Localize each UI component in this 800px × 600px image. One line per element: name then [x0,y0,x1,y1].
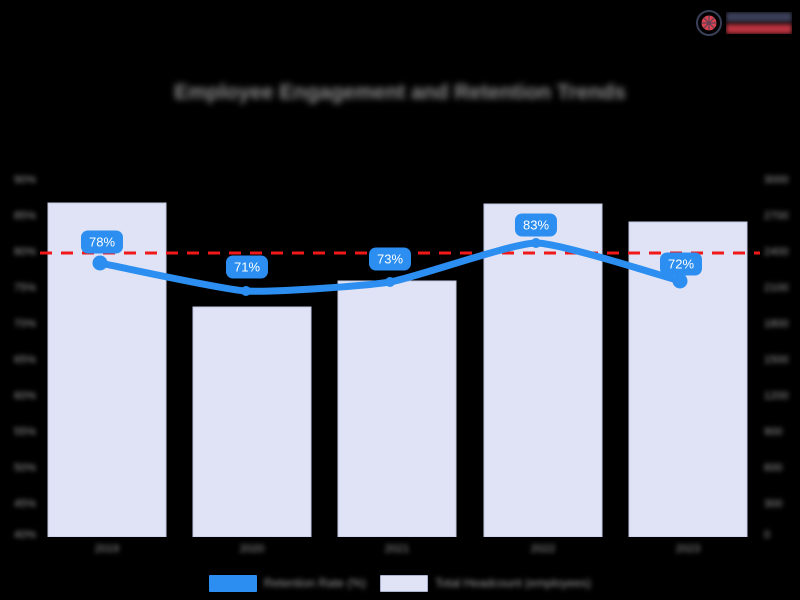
y-axis-right-tick-8: 600 [764,462,783,474]
y-axis-right-tick-2: 2400 [764,246,789,258]
y-axis-left-tick-3: 75% [13,282,36,294]
legend-swatch-line [208,574,257,592]
x-axis-label-2020: 2020 [239,543,265,555]
y-axis-right-tick-3: 2100 [764,282,789,294]
line-marker-2021[interactable] [385,277,395,287]
logo-wordmark-line-1: REDACTED [726,12,792,22]
line-marker-2020[interactable] [241,286,251,296]
chart-legend: Retention Rate (%) Total Headcount (empl… [0,570,800,596]
bar-2021[interactable] [337,280,457,537]
y-axis-left-tick-0: 90% [13,174,36,186]
bars-layer [47,202,748,537]
legend-label-line: Retention Rate (%) [263,575,366,590]
y-axis-left-tick-5: 65% [13,354,36,366]
x-axis-label-2021: 2021 [384,543,410,555]
line-marker-2019[interactable] [92,255,108,271]
x-axis-label-2022: 2022 [530,543,556,555]
y-axis-left-tick-10: 40% [13,529,36,541]
data-label-2022: 83% [514,213,558,237]
x-axis-label-2023: 2023 [675,543,701,555]
x-axis-label-2019: 2019 [94,543,120,555]
legend-item-bar[interactable]: Total Headcount (employees) [379,574,592,592]
data-label-2021: 73% [368,247,412,271]
y-axis-right-tick-6: 1200 [764,390,789,402]
y-axis-right-tick-10: 0 [764,529,771,541]
y-axis-left-tick-2: 80% [13,246,36,258]
y-axis-left-tick-8: 50% [13,462,36,474]
y-axis-left-tick-7: 55% [13,426,36,438]
legend-item-line[interactable]: Retention Rate (%) [208,574,366,592]
y-axis-right-tick-1: 2700 [764,210,789,222]
y-axis-right-tick-5: 1500 [764,354,789,366]
data-label-2020: 71% [225,255,269,279]
y-axis-right-tick-4: 1800 [764,318,789,330]
bar-2020[interactable] [192,306,312,537]
line-marker-2022[interactable] [531,238,541,248]
plot-area [40,170,760,537]
data-label-2019: 78% [80,230,124,254]
line-marker-2023[interactable] [672,273,688,289]
y-axis-right-tick-9: 300 [764,498,783,510]
line-markers-layer [92,238,688,296]
y-axis-left-tick-6: 60% [13,390,36,402]
logo-wordmark-line-2: REDACTED [726,24,792,34]
bar-2022[interactable] [483,203,603,537]
y-axis-right-tick-0: 3000 [764,174,789,186]
y-axis-right-tick-7: 900 [764,426,783,438]
company-logo: REDACTED REDACTED [696,4,792,42]
legend-swatch-bar [379,574,428,592]
chart-title: Employee Engagement and Retention Trends [174,81,626,104]
y-axis-left-tick-4: 70% [13,318,36,330]
legend-label-bar: Total Headcount (employees) [434,575,592,590]
y-axis-left-tick-1: 85% [13,210,36,222]
logo-mark-icon [696,10,722,36]
bar-2019[interactable] [47,202,167,537]
logo-wordmark: REDACTED REDACTED [726,12,792,34]
y-axis-left-tick-9: 45% [13,498,36,510]
data-label-2023: 72% [659,252,703,276]
